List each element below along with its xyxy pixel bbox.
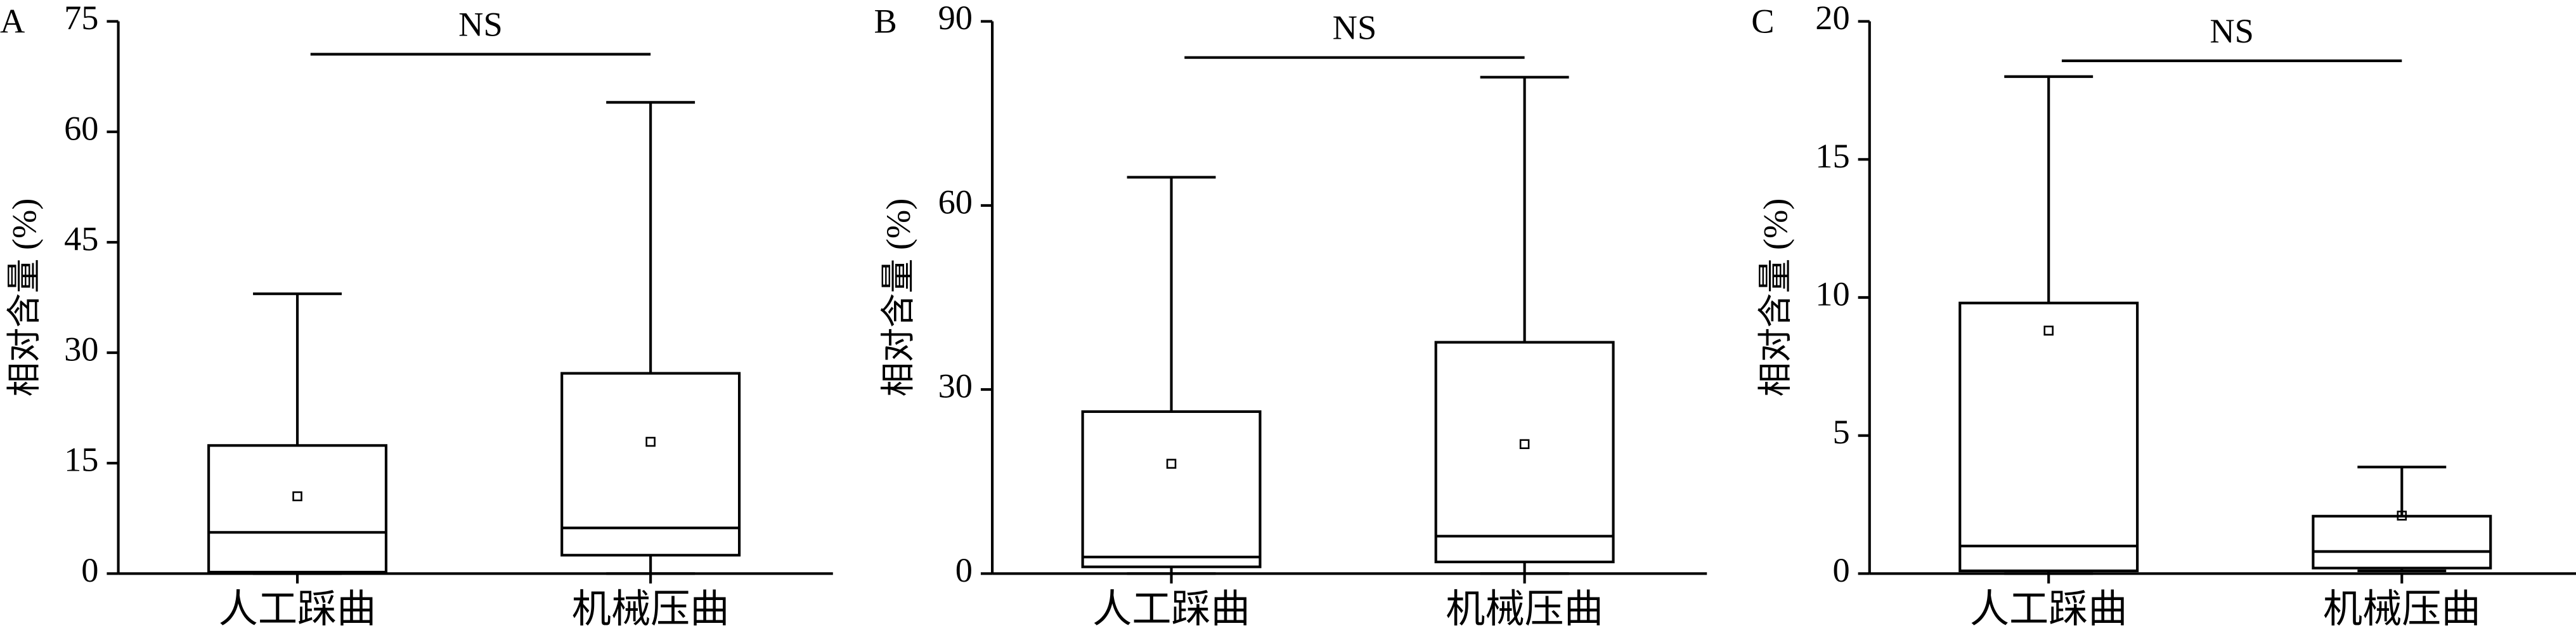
- y-axis-label: 相对含量 (%): [6, 199, 44, 397]
- x-tick-label: 机械压曲: [572, 588, 730, 631]
- mean-marker: [645, 436, 656, 447]
- y-tick-label: 60: [64, 109, 98, 147]
- y-tick-label: 0: [955, 551, 973, 589]
- significance-label: NS: [2210, 12, 2254, 50]
- x-tick-label: 机械压曲: [1446, 588, 1603, 631]
- y-axis-label: 相对含量 (%): [879, 199, 917, 397]
- box: [2312, 514, 2492, 570]
- x-tick-label: 人工踩曲: [1970, 588, 2128, 631]
- panel-label: A: [0, 2, 25, 40]
- box: [560, 372, 741, 557]
- y-tick-label: 60: [938, 183, 973, 221]
- panel-label: C: [1751, 2, 1774, 40]
- x-tick-label: 机械压曲: [2323, 588, 2481, 631]
- mean-marker: [2043, 325, 2054, 336]
- y-tick-label: 5: [1832, 413, 1849, 451]
- y-tick-label: 20: [1815, 0, 1849, 37]
- x-tick-label: 人工踩曲: [1092, 588, 1250, 631]
- box: [1434, 341, 1615, 564]
- y-tick-label: 30: [938, 367, 973, 405]
- x-tick-label: 人工踩曲: [219, 588, 377, 631]
- y-tick-label: 90: [938, 0, 973, 37]
- y-tick-label: 0: [1832, 551, 1849, 589]
- box: [207, 444, 388, 574]
- y-tick-label: 10: [1815, 275, 1849, 313]
- mean-marker: [1519, 439, 1530, 449]
- y-axis-label: 相对含量 (%): [1757, 199, 1795, 397]
- box: [1958, 301, 2139, 573]
- y-tick-label: 15: [64, 441, 98, 479]
- significance-label: NS: [458, 6, 503, 44]
- panel-label: B: [874, 2, 897, 40]
- mean-marker: [1166, 459, 1177, 469]
- y-tick-label: 45: [64, 219, 98, 258]
- y-tick-label: 15: [1815, 137, 1849, 175]
- y-tick-label: 30: [64, 330, 98, 369]
- y-tick-label: 75: [64, 0, 98, 37]
- mean-marker: [2397, 511, 2407, 521]
- y-tick-label: 0: [81, 551, 98, 589]
- significance-label: NS: [1333, 9, 1377, 47]
- box: [1081, 410, 1262, 568]
- mean-marker: [292, 491, 302, 502]
